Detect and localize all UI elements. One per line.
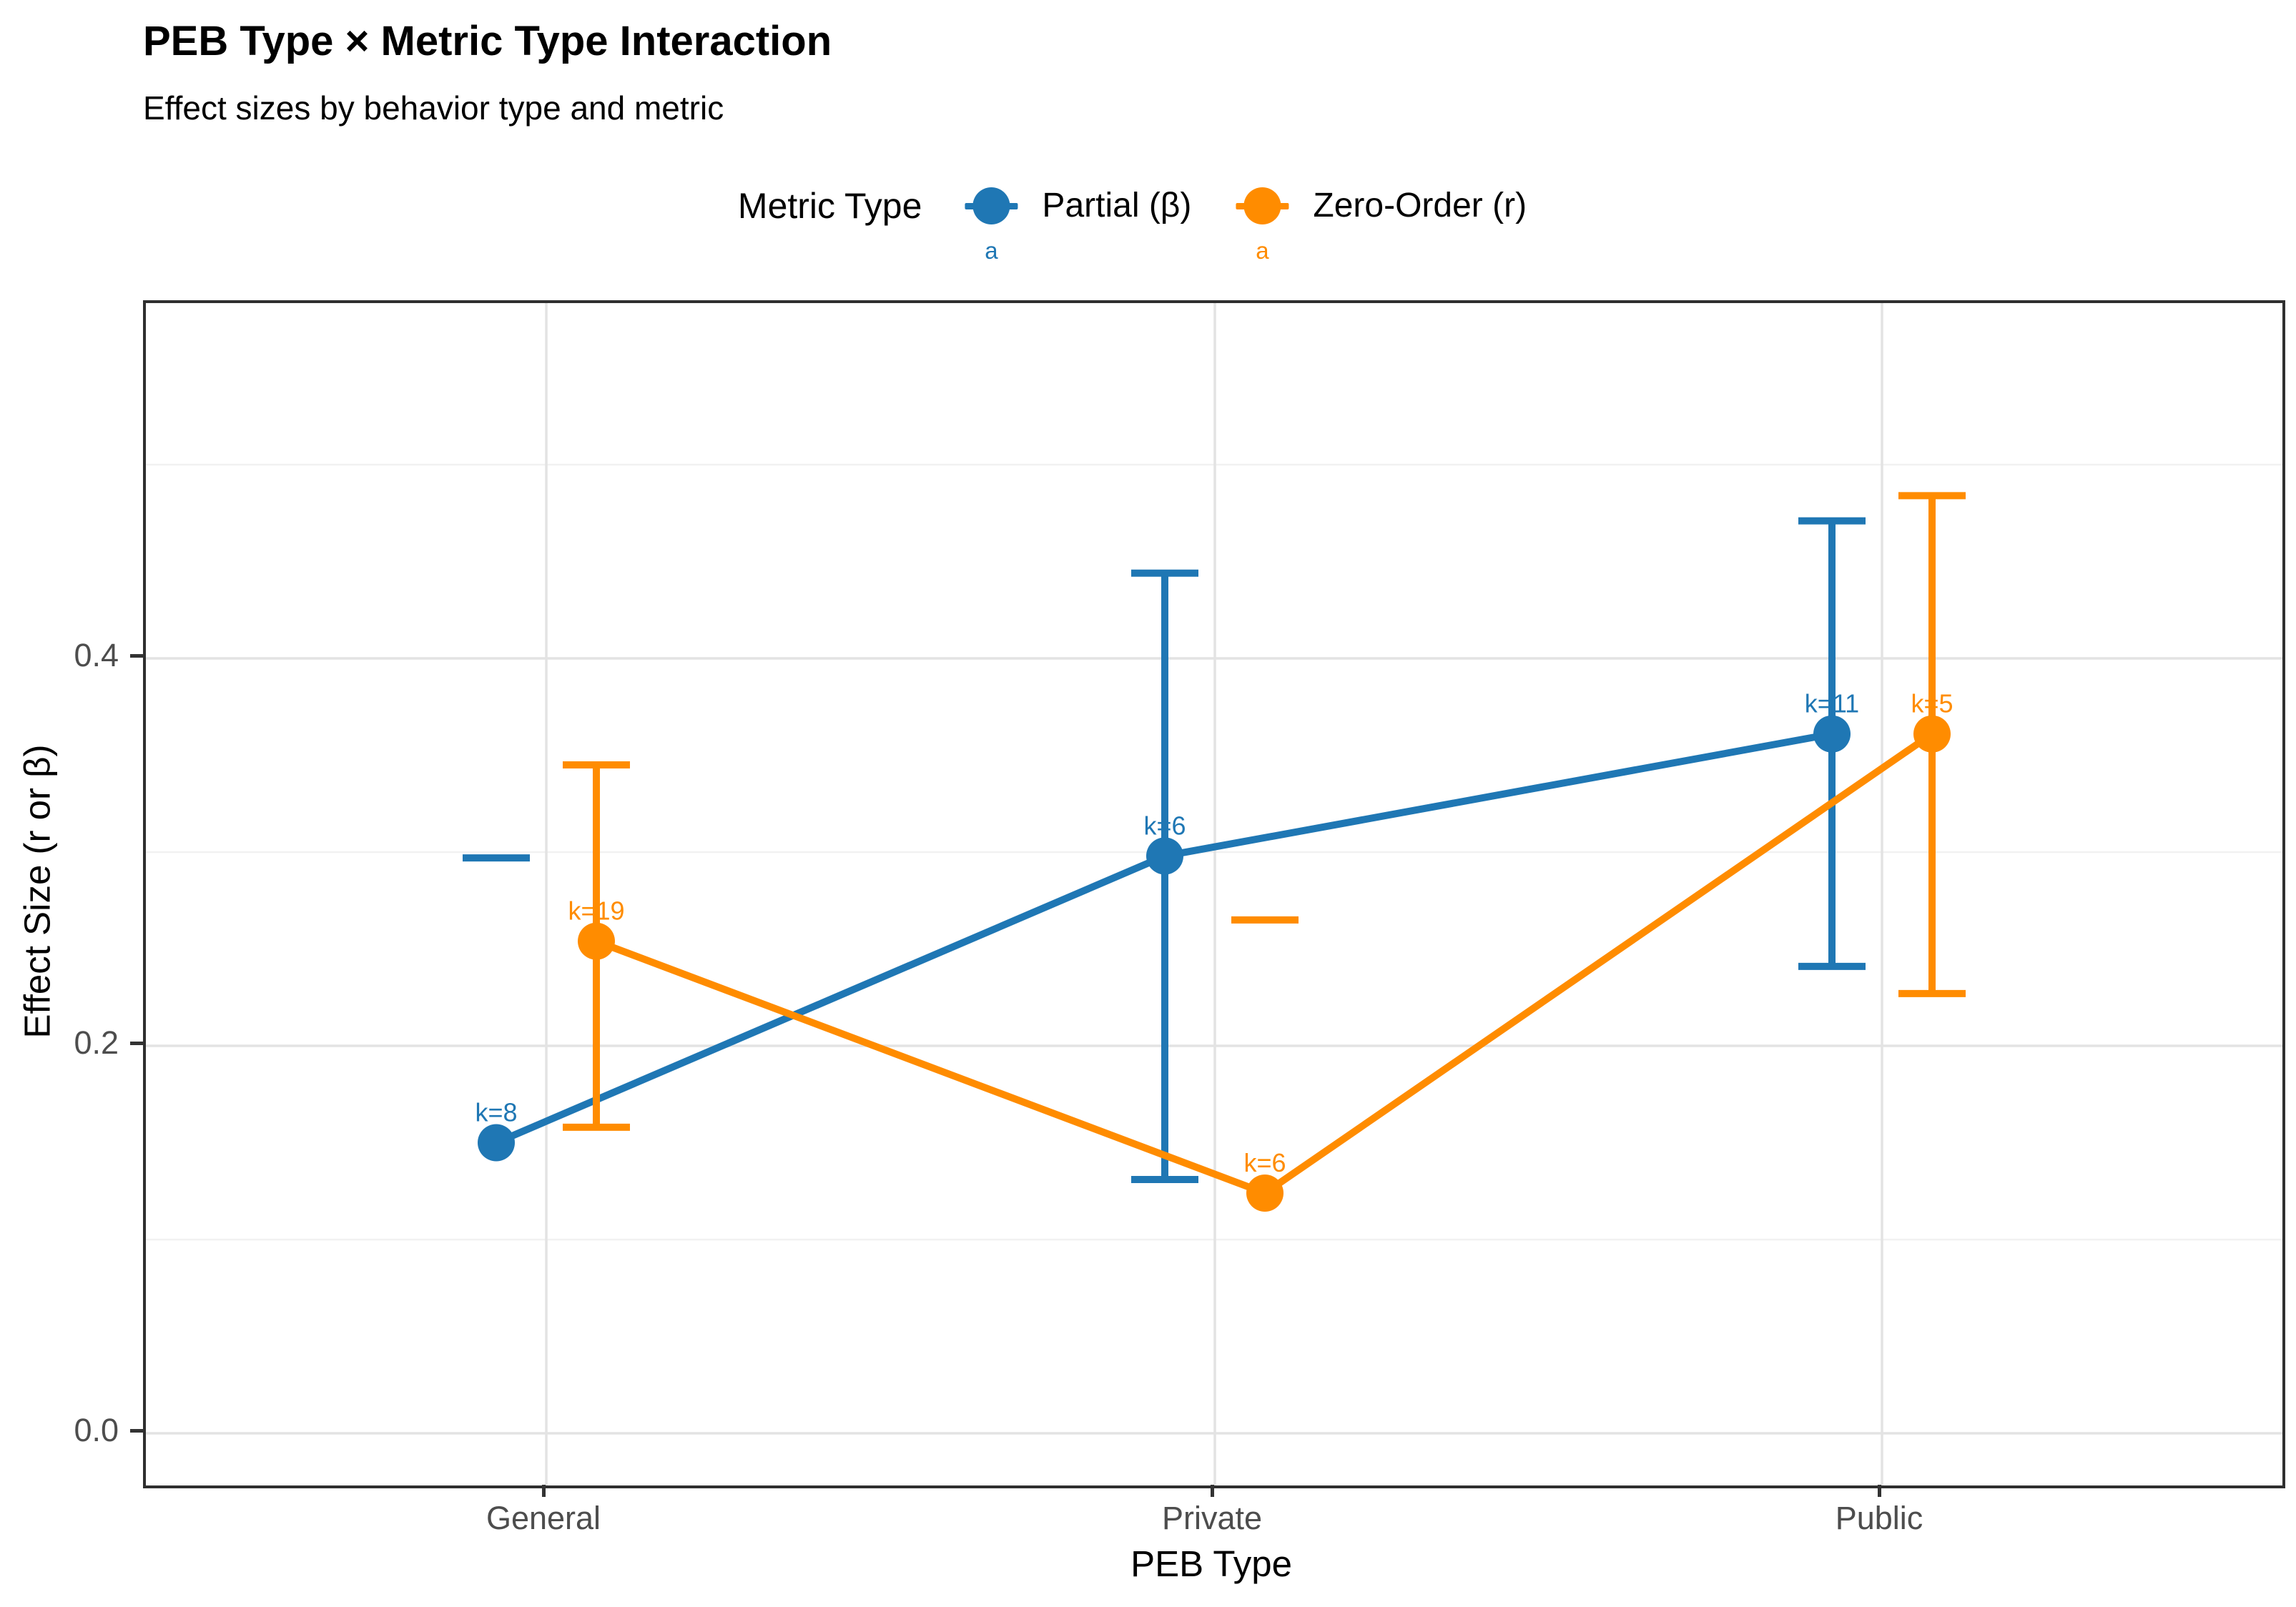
x-axis-title: PEB Type (1130, 1543, 1292, 1584)
data-point (478, 1124, 515, 1162)
data-point (1813, 715, 1851, 753)
data-point (578, 922, 615, 960)
chart-title: PEB Type × Metric Type Interaction (143, 18, 832, 64)
y-tick-mark (130, 1042, 144, 1045)
x-tick-mark (1211, 1485, 1214, 1497)
y-tick-mark (130, 1429, 144, 1433)
k-label: k=8 (475, 1098, 517, 1127)
x-tick-mark (542, 1485, 546, 1497)
data-point (1146, 837, 1183, 875)
legend-key-zero-order: a (1223, 172, 1301, 279)
y-tick-label: 0.2 (74, 1024, 119, 1061)
legend-point-icon (972, 187, 1010, 224)
y-axis-title: Effect Size (r or β) (16, 744, 58, 1039)
legend-key-partial: a (952, 172, 1030, 279)
x-tick-label: Public (1835, 1500, 1923, 1536)
k-label: k=6 (1143, 811, 1186, 840)
k-label: k=11 (1805, 689, 1859, 718)
series-line (595, 731, 1934, 1197)
legend-title: Metric Type (737, 186, 922, 226)
legend-entry-partial: a Partial (β) (952, 172, 1223, 279)
plot-canvas: k=8 k=6 k=11 k=19 k=6 k=5 (146, 303, 2282, 1485)
legend-label-partial: Partial (β) (1042, 187, 1192, 224)
k-label: k=6 (1243, 1148, 1286, 1177)
y-tick-mark (130, 654, 144, 658)
chart-subtitle: Effect sizes by behavior type and metric (143, 89, 724, 127)
x-tick-label: Private (1161, 1500, 1263, 1536)
legend-point-icon (1243, 187, 1281, 224)
data-point (1913, 715, 1951, 753)
plot-panel: k=8 k=6 k=11 k=19 k=6 k=5 (143, 300, 2285, 1488)
x-tick-mark (1878, 1485, 1881, 1497)
data-point (1246, 1174, 1284, 1212)
k-label: k=19 (568, 896, 624, 926)
legend-entry-zero-order: a Zero-Order (r) (1223, 172, 1558, 279)
y-tick-label: 0.0 (74, 1412, 119, 1448)
legend-text-key-icon: a (985, 237, 998, 264)
legend-label-zero-order: Zero-Order (r) (1313, 187, 1527, 224)
legend: Metric Type a Partial (β) a Zero-Order (… (738, 172, 1558, 279)
x-tick-label: General (486, 1500, 601, 1536)
legend-text-key-icon: a (1256, 237, 1269, 264)
k-label: k=5 (1911, 689, 1953, 718)
y-tick-label: 0.4 (74, 637, 119, 673)
